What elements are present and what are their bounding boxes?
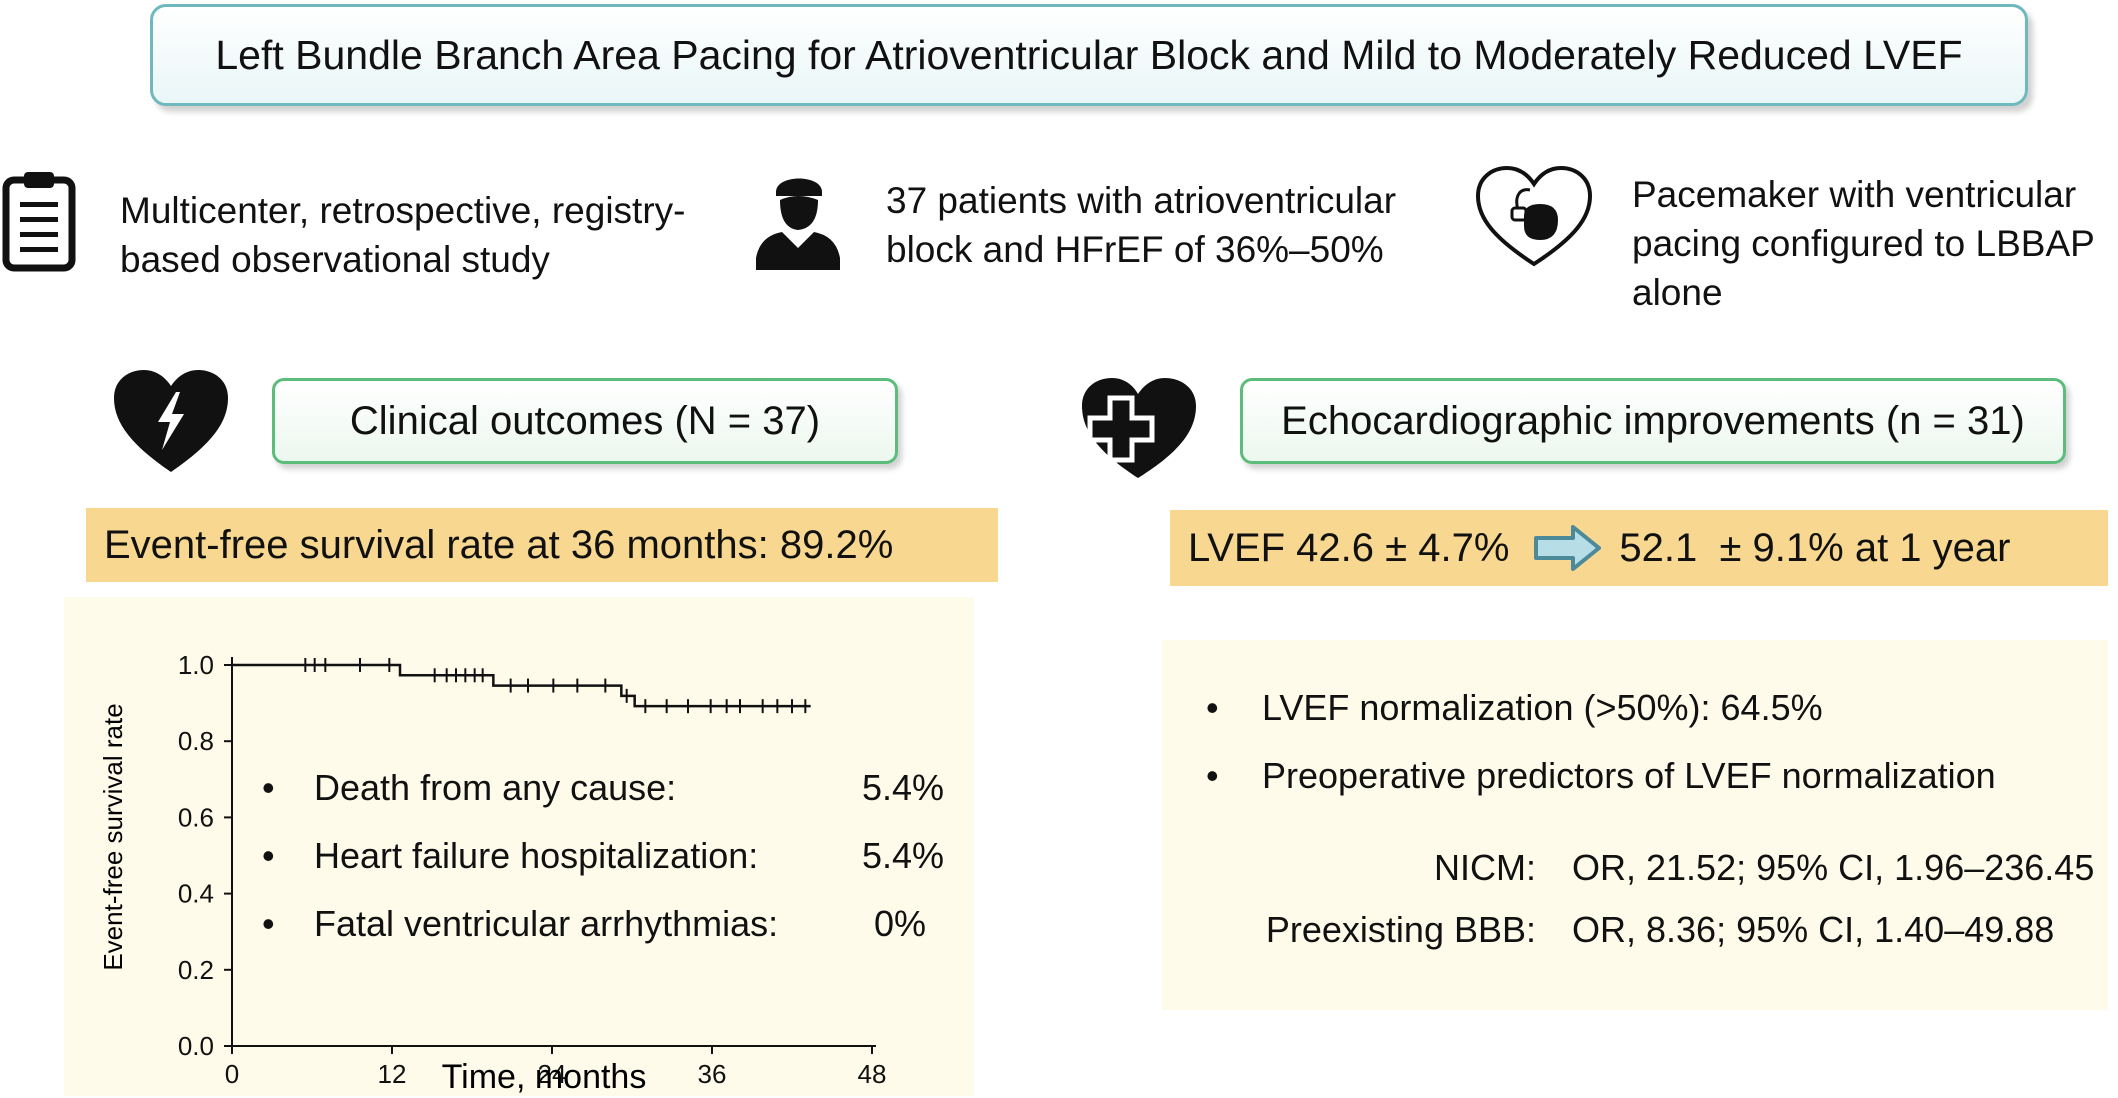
y-tick-label: 0.6 <box>178 802 214 832</box>
y-tick-label: 0.2 <box>178 955 214 985</box>
bullet: • <box>1206 755 1219 796</box>
study-design-text: Multicenter, retrospective, registry-bas… <box>120 190 686 280</box>
outcome-value: 5.4% <box>862 767 945 808</box>
list-item: • Heart failure hospitalization: 5.4% <box>262 822 962 890</box>
predictor-row: Preexisting BBB: OR, 8.36; 95% CI, 1.40–… <box>1246 898 2054 962</box>
page-title: Left Bundle Branch Area Pacing for Atrio… <box>215 31 1963 78</box>
list-item: • Preoperative predictors of LVEF normal… <box>1206 742 2086 810</box>
heart-plus-icon <box>1082 378 1196 478</box>
echo-panel <box>1162 640 2108 1010</box>
outcome-label: Death from any cause: <box>314 767 677 808</box>
clinical-outcomes-label: Clinical outcomes (N = 37) <box>349 398 821 443</box>
x-tick-label: 48 <box>858 1059 887 1089</box>
clipboard-icon <box>2 172 76 272</box>
x-tick-label: 36 <box>698 1059 727 1089</box>
outcomes-list: • Death from any cause: 5.4% • Heart fai… <box>262 754 962 958</box>
y-tick-label: 1.0 <box>178 650 214 680</box>
pacemaker-text: Pacemaker with ventricular pacing config… <box>1632 174 2095 313</box>
outcome-value: 0% <box>874 903 927 944</box>
y-tick-label: 0.8 <box>178 726 214 756</box>
lvef-after: 52.1 ± 9.1% at 1 year <box>1619 525 2011 570</box>
echo-bullet-text: Preoperative predictors of LVEF normaliz… <box>1262 755 1996 796</box>
predictor-label: Preexisting BBB: <box>1265 909 1536 950</box>
lvef-before: LVEF 42.6 ± 4.7% <box>1188 525 1510 570</box>
km-panel <box>64 597 974 1096</box>
predictor-value: OR, 21.52; 95% CI, 1.96–236.45 <box>1572 847 2095 888</box>
patients-text: 37 patients with atrioventricular block … <box>886 180 1397 270</box>
pacemaker-heart-icon <box>1475 166 1593 267</box>
y-tick-label: 0.4 <box>178 879 214 909</box>
echo-improvements-label: Echocardiographic improvements (n = 31) <box>1281 398 2025 443</box>
bullet: • <box>262 767 275 808</box>
bullet: • <box>1206 687 1219 728</box>
x-axis-label: Time, months <box>442 1058 647 1096</box>
clinical-outcomes-header: Clinical outcomes (N = 37) <box>272 378 898 464</box>
km-chart: 0.0 0.2 0.4 0.6 0.8 1.0 0 12 24 36 48 Event-free s… <box>98 650 887 1096</box>
bullet: • <box>262 835 275 876</box>
list-item: • Death from any cause: 5.4% <box>262 754 962 822</box>
chart-axes <box>231 657 876 1047</box>
lvef-highlight: LVEF 42.6 ± 4.7% 52.1 ± 9.1% at 1 year <box>1170 510 2108 586</box>
list-item: • Fatal ventricular arrhythmias: 0% <box>262 890 962 958</box>
outcome-label: Fatal ventricular arrhythmias: <box>314 903 779 944</box>
x-tick-label: 24 <box>538 1059 567 1089</box>
y-axis-label: Event-free survival rate <box>98 703 128 970</box>
broken-heart-icon <box>114 370 228 472</box>
survival-highlight-text: Event-free survival rate at 36 months: 8… <box>104 522 894 567</box>
survival-highlight: Event-free survival rate at 36 months: 8… <box>86 508 998 582</box>
echo-list: • LVEF normalization (>50%): 64.5% • Pre… <box>1206 674 2086 810</box>
predictor-label: NICM: <box>1434 847 1536 888</box>
list-item: • LVEF normalization (>50%): 64.5% <box>1206 674 2086 742</box>
predictor-row: NICM: OR, 21.52; 95% CI, 1.96–236.45 <box>1420 836 2094 900</box>
arrow-right-icon <box>1534 525 1602 571</box>
bullet: • <box>262 903 275 944</box>
outcome-value: 5.4% <box>862 835 945 876</box>
title-box: Left Bundle Branch Area Pacing for Atrio… <box>150 4 2028 106</box>
outcome-label: Heart failure hospitalization: <box>314 835 759 876</box>
echo-improvements-header: Echocardiographic improvements (n = 31) <box>1240 378 2066 464</box>
echo-bullet-text: LVEF normalization (>50%): 64.5% <box>1262 687 1823 728</box>
survival-curve <box>232 663 811 708</box>
x-tick-label: 0 <box>225 1059 239 1089</box>
x-tick-label: 12 <box>378 1059 407 1089</box>
patient-icon <box>756 178 840 270</box>
y-tick-label: 0.0 <box>178 1031 214 1061</box>
predictor-value: OR, 8.36; 95% CI, 1.40–49.88 <box>1572 909 2055 950</box>
